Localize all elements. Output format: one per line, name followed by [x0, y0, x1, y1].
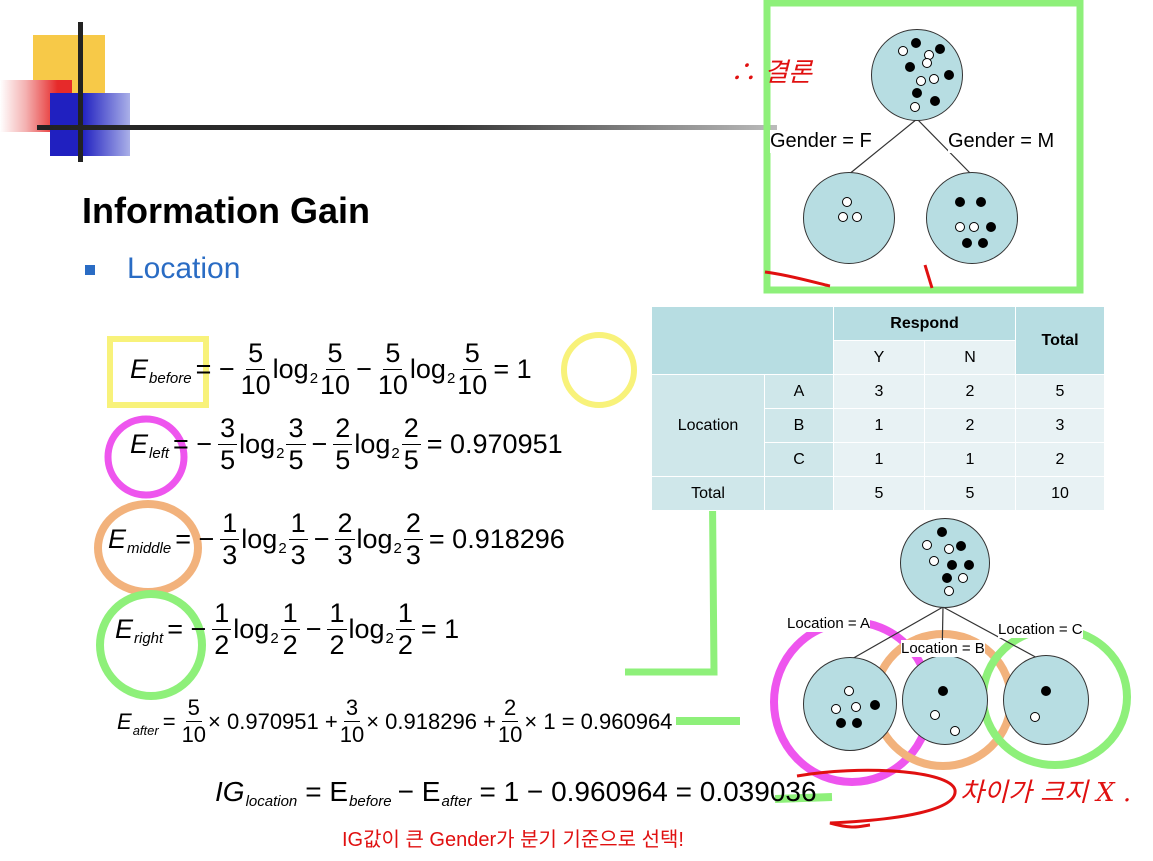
- black-dot: [852, 718, 862, 728]
- black-dot: [930, 96, 940, 106]
- table-cell: 3: [833, 374, 925, 409]
- gender-m-label: Gender = M: [948, 130, 1055, 153]
- table-cell: 5: [833, 476, 925, 511]
- table-cell: B: [764, 408, 834, 443]
- white-dot: [910, 102, 920, 112]
- gender-f-node: [803, 172, 895, 264]
- green-circle-annotation: [96, 590, 206, 700]
- white-dot: [958, 573, 968, 583]
- location-a-label: Location = A: [787, 615, 870, 632]
- black-dot: [911, 38, 921, 48]
- black-dot: [944, 70, 954, 80]
- location-respond-table: Respond Total Y N Location A 3 2 5 B 1 2…: [651, 306, 1105, 511]
- black-dot: [870, 700, 880, 710]
- table-header-y: Y: [833, 340, 925, 375]
- table-cell: 2: [924, 374, 1016, 409]
- table-cell: 1: [833, 442, 925, 477]
- gender-m-node: [926, 172, 1018, 264]
- white-dot: [929, 74, 939, 84]
- white-dot: [950, 726, 960, 736]
- table-cell: 5: [1015, 374, 1105, 409]
- table-total-label: Total: [651, 476, 765, 511]
- green-box-annotation: [763, 0, 1084, 294]
- black-dot: [905, 62, 915, 72]
- black-dot: [976, 197, 986, 207]
- table-cell: 10: [1015, 476, 1105, 511]
- white-dot: [922, 58, 932, 68]
- white-dot: [929, 556, 939, 566]
- yellow-circle-annotation: [561, 332, 637, 408]
- white-dot: [922, 540, 932, 550]
- black-dot: [956, 541, 966, 551]
- location-c-label: Location = C: [998, 621, 1083, 638]
- black-dot: [1041, 686, 1051, 696]
- white-dot: [844, 686, 854, 696]
- table-cell: A: [764, 374, 834, 409]
- header-blue-square: [50, 93, 130, 156]
- red-scribble-annotation: [796, 768, 957, 829]
- white-dot: [916, 76, 926, 86]
- yellow-box-annotation: [107, 336, 209, 408]
- red-marks-annotation: [764, 264, 934, 289]
- black-dot: [912, 88, 922, 98]
- white-dot: [852, 212, 862, 222]
- slide-title: Information Gain: [82, 190, 370, 231]
- header-vertical-rule: [78, 22, 83, 162]
- black-dot: [938, 686, 948, 696]
- location-c-node: [1003, 655, 1089, 745]
- white-dot: [838, 212, 848, 222]
- white-dot: [955, 222, 965, 232]
- table-cell: 1: [833, 408, 925, 443]
- white-dot: [944, 586, 954, 596]
- table-cell: 5: [924, 476, 1016, 511]
- table-cell: 1: [924, 442, 1016, 477]
- header-horizontal-rule: [37, 125, 777, 130]
- white-dot: [842, 197, 852, 207]
- table-header-n: N: [924, 340, 1016, 375]
- white-dot: [944, 544, 954, 554]
- table-cell: C: [764, 442, 834, 477]
- white-dot: [851, 702, 861, 712]
- black-dot: [942, 573, 952, 583]
- white-dot: [969, 222, 979, 232]
- location-b-node: [902, 655, 988, 745]
- white-dot: [831, 704, 841, 714]
- white-dot: [930, 710, 940, 720]
- location-a-node: [803, 657, 897, 751]
- black-dot: [962, 238, 972, 248]
- black-dot: [935, 44, 945, 54]
- bullet-location: Location: [127, 252, 241, 285]
- location-b-label: Location = B: [901, 640, 985, 657]
- black-dot: [978, 238, 988, 248]
- black-dot: [964, 560, 974, 570]
- green-underline-2-annotation: [774, 793, 833, 803]
- black-dot: [947, 560, 957, 570]
- white-dot: [898, 46, 908, 56]
- bullet-square-icon: [85, 265, 95, 275]
- black-dot: [955, 197, 965, 207]
- black-dot: [986, 222, 996, 232]
- handwriting-note: 차이가 크지 X .: [960, 778, 1132, 808]
- black-dot: [937, 527, 947, 537]
- black-dot: [836, 718, 846, 728]
- handwriting-conclusion: ∴ 결론: [730, 58, 813, 88]
- table-row-label: Location: [651, 374, 765, 477]
- table-cell: [764, 476, 834, 511]
- gender-f-label: Gender = F: [770, 130, 872, 153]
- magenta-circle-annotation: [104, 415, 188, 499]
- table-header-total: Total: [1015, 306, 1105, 375]
- table-header-respond: Respond: [833, 306, 1016, 341]
- table-corner: [651, 306, 834, 375]
- table-cell: 2: [924, 408, 1016, 443]
- footer-note: IG값이 큰 Gender가 분기 기준으로 선택!: [342, 829, 684, 851]
- white-dot: [1030, 712, 1040, 722]
